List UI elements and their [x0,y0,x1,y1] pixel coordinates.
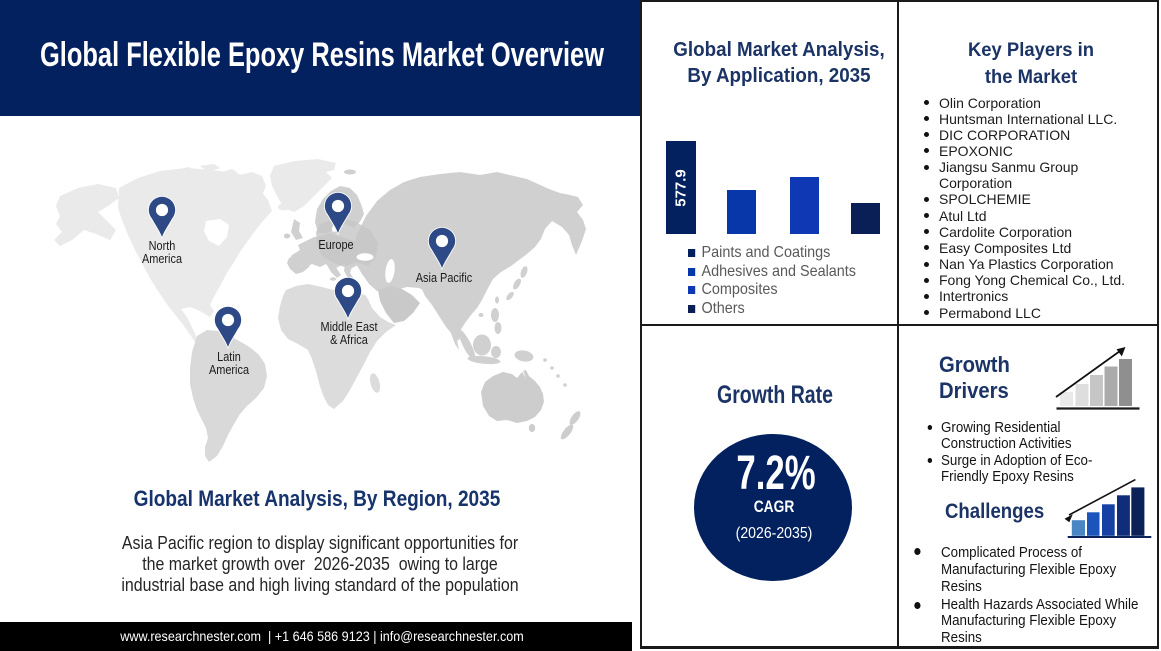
svg-text:577.9: 577.9 [673,169,690,207]
